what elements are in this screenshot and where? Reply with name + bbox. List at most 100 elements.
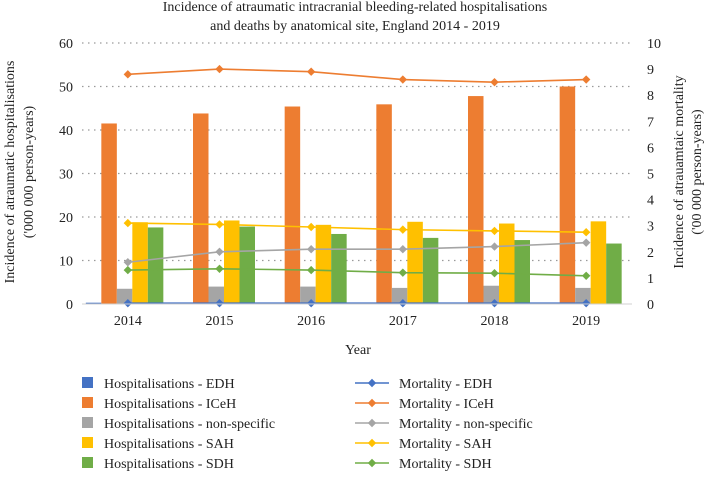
y-axis-left-label-line-1: Incidence of atraumatic hospitalisations — [3, 61, 18, 284]
y-axis-left-label-line-2: ('000 000 person-years) — [22, 105, 37, 238]
line-mortality-iceh — [127, 68, 587, 83]
bar-hospitalisations-edh-2014 — [85, 302, 102, 304]
marker-mortality-non-specific-2019 — [581, 238, 591, 247]
y-left-tick-label: 10 — [59, 255, 73, 270]
y-left-tick-label: 30 — [59, 168, 73, 183]
y-left-tick-label: 20 — [59, 211, 73, 226]
y-axis-right-label-line-1: Incidence of atrauamtaic mortality — [672, 75, 687, 268]
y-left-tick-label: 60 — [59, 37, 73, 52]
marker-mortality-non-specific-2014 — [123, 258, 133, 267]
marker-mortality-sdh-2016 — [306, 265, 316, 275]
marker-mortality-edh-2016 — [306, 299, 316, 308]
marker-mortality-non-specific-2016 — [306, 244, 316, 254]
y-right-tick-label: 2 — [647, 246, 654, 261]
legend-swatch-marker — [367, 438, 377, 448]
y-left-tick-label: 40 — [59, 124, 73, 139]
line-mortality-sdh — [127, 267, 587, 277]
legend-label: Hospitalisations - SDH — [104, 457, 234, 472]
marker-mortality-iceh-2016 — [306, 67, 316, 76]
line-mortality-non-specific — [127, 241, 587, 264]
line-series-group — [123, 64, 591, 308]
marker-mortality-edh-2015 — [215, 299, 224, 308]
bar-hospitalisations-sdh-2019 — [606, 243, 622, 304]
legend-swatch-marker — [367, 398, 377, 408]
bar-hospitalisations-iceh-2015 — [193, 113, 209, 304]
y-right-tick-label: 1 — [647, 272, 654, 287]
marker-mortality-sah-2019 — [581, 228, 591, 237]
bar-hospitalisations-sah-2017 — [407, 221, 423, 304]
legend-label: Mortality - SAH — [399, 437, 492, 452]
x-tick-label: 2016 — [297, 314, 325, 329]
y-right-tick-label: 10 — [647, 37, 661, 52]
marker-mortality-non-specific-2018 — [490, 242, 499, 251]
marker-mortality-iceh-2014 — [123, 70, 133, 79]
y-axis-left: 0 10 20 30 40 50 60 — [59, 37, 73, 313]
marker-mortality-sah-2017 — [398, 225, 408, 234]
bar-hospitalisations-sah-2015 — [224, 220, 240, 304]
chart-title-line-2: and deaths by anatomical site, England 2… — [210, 19, 500, 34]
marker-mortality-non-specific-2015 — [215, 247, 224, 256]
x-tick-label: 2019 — [572, 314, 600, 329]
y-left-tick-label: 50 — [59, 81, 73, 96]
legend-label: Mortality - ICeH — [399, 397, 494, 412]
marker-mortality-edh-2017 — [398, 299, 408, 308]
y-axis-right: 0 1 2 3 4 5 6 7 8 9 10 — [647, 37, 661, 313]
legend-swatch-bar — [82, 437, 93, 448]
marker-mortality-sdh-2014 — [123, 265, 133, 275]
x-tick-label: 2015 — [206, 314, 234, 329]
marker-mortality-edh-2018 — [490, 299, 499, 308]
marker-mortality-sdh-2017 — [398, 268, 408, 277]
y-right-tick-label: 8 — [647, 89, 654, 104]
legend-label: Mortality - SDH — [399, 457, 492, 472]
bar-hospitalisations-sah-2014 — [132, 222, 148, 304]
bar-hospitalisations-iceh-2016 — [284, 106, 301, 304]
marker-mortality-iceh-2018 — [490, 77, 499, 87]
bar-hospitalisations-sdh-2017 — [422, 237, 439, 304]
bar-hospitalisations-iceh-2014 — [101, 123, 117, 304]
x-tick-label: 2017 — [389, 314, 417, 329]
bar-hospitalisations-sah-2016 — [315, 224, 332, 304]
bar-series-group — [85, 86, 622, 305]
y-right-tick-label: 0 — [647, 298, 654, 313]
marker-mortality-edh-2019 — [581, 299, 591, 308]
bar-hospitalisations-sdh-2014 — [147, 227, 164, 304]
legend-label: Hospitalisations - ICeH — [104, 397, 236, 412]
marker-mortality-sdh-2015 — [215, 264, 224, 273]
y-right-tick-label: 3 — [647, 220, 654, 235]
legend-swatch-bar — [82, 377, 93, 388]
marker-mortality-sdh-2019 — [581, 271, 591, 281]
legend-swatch-bar — [82, 397, 93, 408]
bar-hospitalisations-iceh-2017 — [376, 104, 392, 305]
marker-mortality-iceh-2017 — [398, 75, 408, 84]
bar-hospitalisations-sah-2019 — [590, 221, 607, 304]
marker-mortality-sah-2014 — [123, 218, 133, 228]
bar-hospitalisations-non-specific-2018 — [483, 285, 499, 304]
y-right-tick-label: 4 — [647, 194, 654, 209]
legend-swatch-bar — [82, 417, 93, 428]
x-tick-label: 2018 — [481, 314, 509, 329]
bar-hospitalisations-iceh-2019 — [559, 86, 576, 304]
legend-swatch-marker — [367, 378, 377, 388]
legend-swatch-marker — [367, 418, 377, 428]
bar-hospitalisations-sdh-2018 — [514, 240, 530, 304]
legend-swatch-bar — [82, 457, 93, 468]
marker-mortality-non-specific-2017 — [398, 244, 408, 254]
legend-label: Hospitalisations - non-specific — [104, 417, 275, 432]
y-right-tick-label: 9 — [647, 63, 654, 78]
y-left-tick-label: 0 — [66, 298, 73, 313]
legend-swatch-marker — [367, 458, 377, 468]
marker-mortality-edh-2014 — [123, 299, 133, 308]
marker-mortality-sah-2016 — [306, 222, 316, 232]
bar-hospitalisations-sah-2018 — [499, 223, 515, 304]
marker-mortality-iceh-2019 — [581, 75, 591, 84]
marker-mortality-sah-2015 — [215, 220, 224, 229]
legend-label: Hospitalisations - EDH — [104, 377, 235, 392]
x-axis: 2014 2015 2016 2017 2018 2019 — [82, 303, 632, 329]
bar-hospitalisations-sdh-2016 — [331, 233, 347, 304]
legend-label: Mortality - non-specific — [399, 417, 533, 432]
legend: Hospitalisations - EDH Hospitalisations -… — [82, 377, 533, 472]
y-right-tick-label: 7 — [647, 115, 654, 130]
bar-hospitalisations-iceh-2018 — [468, 96, 484, 304]
bar-hospitalisations-sdh-2015 — [239, 226, 255, 304]
